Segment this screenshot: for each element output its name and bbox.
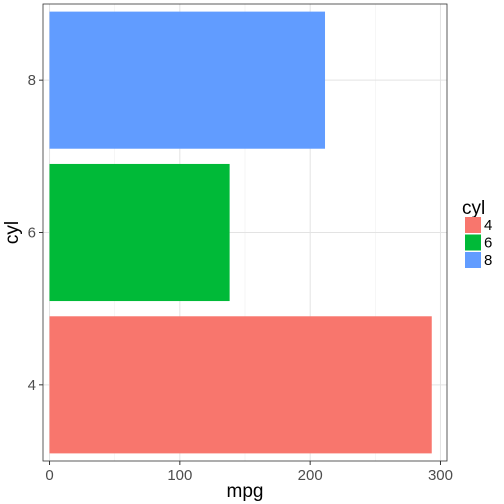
x-tick-label: 300 (428, 467, 453, 484)
axes: 0 100 200 300 4 6 8 (28, 72, 453, 484)
legend-key-8 (465, 252, 481, 268)
y-axis-title: cyl (2, 221, 23, 244)
bars (49, 11, 432, 454)
legend-label-4: 4 (484, 217, 492, 234)
legend-key-4 (465, 217, 481, 233)
legend-label-8: 8 (484, 252, 492, 269)
legend: cyl 468 (462, 198, 492, 269)
x-tick-label: 100 (167, 467, 192, 484)
legend-entries: 468 (465, 217, 492, 269)
bar-cyl-4 (49, 316, 432, 454)
x-axis-title: mpg (227, 481, 264, 502)
legend-key-6 (465, 234, 481, 251)
bar-cyl-8 (49, 11, 326, 149)
x-tick-label: 200 (298, 467, 323, 484)
y-tick-label: 4 (28, 377, 36, 394)
x-tick-label: 0 (45, 467, 53, 484)
legend-title: cyl (462, 198, 485, 219)
y-tick-label: 6 (28, 225, 36, 242)
legend-label-6: 6 (484, 235, 492, 252)
y-tick-label: 8 (28, 72, 36, 89)
bar-cyl-6 (49, 163, 230, 302)
